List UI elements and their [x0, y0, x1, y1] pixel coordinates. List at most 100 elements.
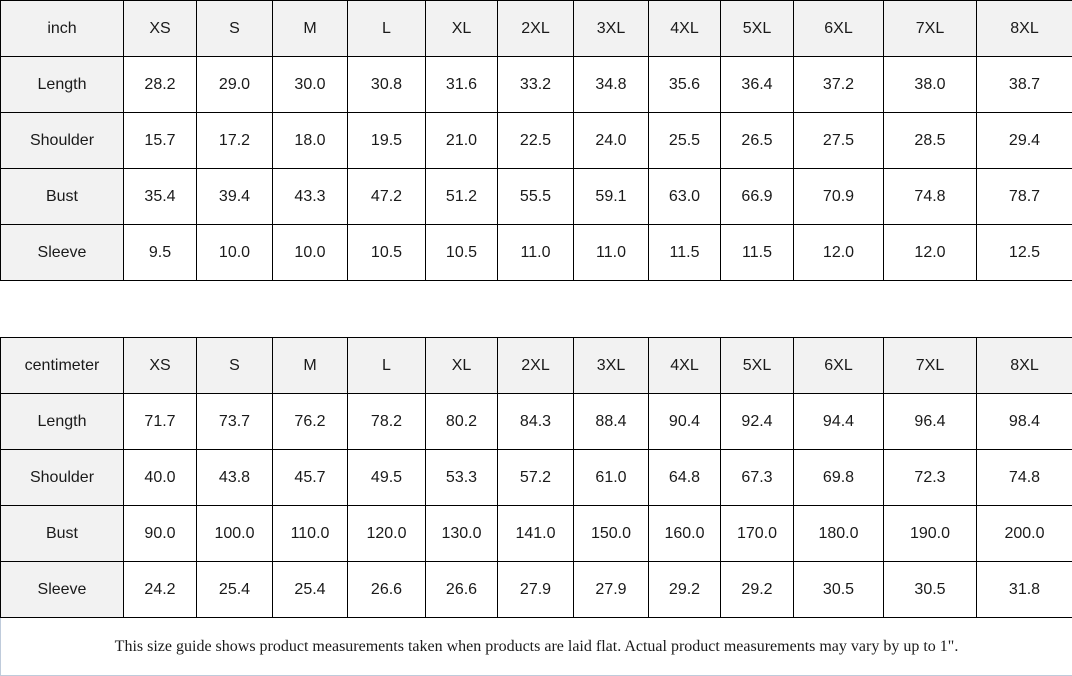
measurement-value-cell: 29.2: [649, 562, 721, 618]
measurement-value-cell: 25.5: [649, 113, 721, 169]
measurement-value-cell: 30.5: [884, 562, 977, 618]
size-header-cell: M: [273, 1, 348, 57]
size-header-cell: 3XL: [574, 1, 649, 57]
measurement-value-cell: 66.9: [721, 169, 794, 225]
table-row: Shoulder 15.7 17.2 18.0 19.5 21.0 22.5 2…: [1, 113, 1072, 169]
size-header-cell: 4XL: [649, 338, 721, 394]
measurement-value-cell: 10.5: [348, 225, 426, 281]
measurement-value-cell: 26.5: [721, 113, 794, 169]
size-header-cell: XS: [124, 338, 197, 394]
measurement-value-cell: 30.0: [273, 57, 348, 113]
measurement-value-cell: 61.0: [574, 450, 649, 506]
measurement-value-cell: 63.0: [649, 169, 721, 225]
measurement-value-cell: 100.0: [197, 506, 273, 562]
measurement-value-cell: 49.5: [348, 450, 426, 506]
size-header-cell: 5XL: [721, 338, 794, 394]
measurement-value-cell: 110.0: [273, 506, 348, 562]
size-header-cell: 8XL: [977, 1, 1072, 57]
spacer-cell: [649, 281, 721, 338]
size-header-cell: 5XL: [721, 1, 794, 57]
measurement-value-cell: 53.3: [426, 450, 498, 506]
spacer-cell: [977, 281, 1072, 338]
inch-header-row: inch XS S M L XL 2XL 3XL 4XL 5XL 6XL 7XL…: [1, 1, 1072, 57]
measurement-value-cell: 27.9: [498, 562, 574, 618]
measurement-value-cell: 71.7: [124, 394, 197, 450]
measurement-value-cell: 12.0: [884, 225, 977, 281]
measurement-value-cell: 80.2: [426, 394, 498, 450]
measurement-value-cell: 10.0: [197, 225, 273, 281]
measurement-value-cell: 74.8: [977, 450, 1072, 506]
size-header-cell: 8XL: [977, 338, 1072, 394]
measurement-value-cell: 40.0: [124, 450, 197, 506]
table-row: Sleeve 24.2 25.4 25.4 26.6 26.6 27.9 27.…: [1, 562, 1072, 618]
measurement-value-cell: 55.5: [498, 169, 574, 225]
spacer-cell: [1, 281, 124, 338]
size-header-cell: 6XL: [794, 1, 884, 57]
size-header-cell: 3XL: [574, 338, 649, 394]
size-header-cell: 2XL: [498, 338, 574, 394]
spacer-cell: [884, 281, 977, 338]
table-row: Length 71.7 73.7 76.2 78.2 80.2 84.3 88.…: [1, 394, 1072, 450]
measurement-value-cell: 78.2: [348, 394, 426, 450]
measurement-value-cell: 26.6: [348, 562, 426, 618]
measurement-value-cell: 43.8: [197, 450, 273, 506]
measurement-value-cell: 35.6: [649, 57, 721, 113]
measurement-value-cell: 84.3: [498, 394, 574, 450]
measurement-value-cell: 27.9: [574, 562, 649, 618]
measurement-value-cell: 11.0: [498, 225, 574, 281]
measurement-value-cell: 35.4: [124, 169, 197, 225]
size-header-cell: 6XL: [794, 338, 884, 394]
measure-label-cell: Shoulder: [1, 113, 124, 169]
spacer-cell: [273, 281, 348, 338]
measurement-value-cell: 57.2: [498, 450, 574, 506]
measurement-value-cell: 67.3: [721, 450, 794, 506]
measurement-value-cell: 9.5: [124, 225, 197, 281]
measurement-value-cell: 38.7: [977, 57, 1072, 113]
measure-label-cell: Sleeve: [1, 225, 124, 281]
measurement-value-cell: 200.0: [977, 506, 1072, 562]
table-row: Shoulder 40.0 43.8 45.7 49.5 53.3 57.2 6…: [1, 450, 1072, 506]
measurement-value-cell: 18.0: [273, 113, 348, 169]
measurement-value-cell: 28.5: [884, 113, 977, 169]
measure-label-cell: Sleeve: [1, 562, 124, 618]
measurement-value-cell: 17.2: [197, 113, 273, 169]
measurement-value-cell: 24.0: [574, 113, 649, 169]
measurement-value-cell: 76.2: [273, 394, 348, 450]
measurement-value-cell: 25.4: [197, 562, 273, 618]
measurement-value-cell: 12.5: [977, 225, 1072, 281]
measurement-value-cell: 47.2: [348, 169, 426, 225]
centimeter-header-row: centimeter XS S M L XL 2XL 3XL 4XL 5XL 6…: [1, 338, 1072, 394]
size-header-cell: XS: [124, 1, 197, 57]
measurement-value-cell: 94.4: [794, 394, 884, 450]
measure-label-cell: Length: [1, 394, 124, 450]
measurement-value-cell: 72.3: [884, 450, 977, 506]
size-header-cell: XL: [426, 1, 498, 57]
measurement-value-cell: 78.7: [977, 169, 1072, 225]
measurement-value-cell: 11.0: [574, 225, 649, 281]
measurement-value-cell: 43.3: [273, 169, 348, 225]
measurement-value-cell: 39.4: [197, 169, 273, 225]
spacer-cell: [197, 281, 273, 338]
measurement-value-cell: 11.5: [721, 225, 794, 281]
measurement-value-cell: 15.7: [124, 113, 197, 169]
measurement-value-cell: 150.0: [574, 506, 649, 562]
measurement-value-cell: 88.4: [574, 394, 649, 450]
unit-label-cell: inch: [1, 1, 124, 57]
measurement-value-cell: 31.6: [426, 57, 498, 113]
measurement-value-cell: 24.2: [124, 562, 197, 618]
size-header-cell: 7XL: [884, 338, 977, 394]
size-header-cell: 7XL: [884, 1, 977, 57]
measure-label-cell: Bust: [1, 169, 124, 225]
measurement-value-cell: 51.2: [426, 169, 498, 225]
spacer-row: [1, 281, 1072, 338]
measurement-value-cell: 33.2: [498, 57, 574, 113]
measurement-value-cell: 45.7: [273, 450, 348, 506]
footer-row: This size guide shows product measuremen…: [1, 618, 1072, 676]
table-row: Sleeve 9.5 10.0 10.0 10.5 10.5 11.0 11.0…: [1, 225, 1072, 281]
size-header-cell: M: [273, 338, 348, 394]
measurement-value-cell: 22.5: [498, 113, 574, 169]
measurement-value-cell: 90.0: [124, 506, 197, 562]
measurement-value-cell: 180.0: [794, 506, 884, 562]
size-header-cell: L: [348, 1, 426, 57]
